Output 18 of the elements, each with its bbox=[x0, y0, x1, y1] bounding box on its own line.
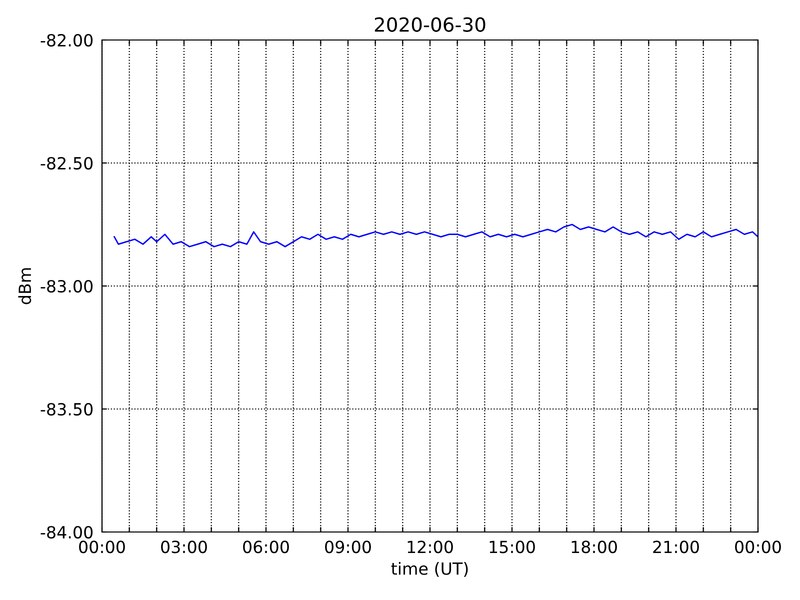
x-tick-label: 03:00 bbox=[161, 540, 207, 554]
x-tick-label: 09:00 bbox=[325, 540, 371, 554]
x-tick-label: 00:00 bbox=[79, 540, 125, 554]
x-tick-label: 12:00 bbox=[408, 540, 453, 554]
x-tick-label: 21:00 bbox=[653, 540, 699, 554]
line-series bbox=[114, 224, 758, 248]
y-axis-title: dBm bbox=[18, 268, 32, 304]
y-tick-label: -82.00 bbox=[40, 34, 93, 47]
chart-title: 2020-06-30 bbox=[374, 17, 486, 32]
y-tick-label: -84.00 bbox=[40, 526, 93, 539]
y-tick-label: -83.00 bbox=[40, 280, 93, 293]
x-axis-title: time (UT) bbox=[391, 562, 468, 577]
x-tick-label: 00:00 bbox=[735, 540, 781, 554]
x-tick-label: 06:00 bbox=[243, 540, 289, 554]
x-tick-label: 15:00 bbox=[490, 540, 535, 554]
x-tick-label: 18:00 bbox=[572, 540, 617, 554]
y-tick-label: -83.50 bbox=[40, 402, 93, 416]
y-tick-label: -82.50 bbox=[40, 156, 93, 170]
